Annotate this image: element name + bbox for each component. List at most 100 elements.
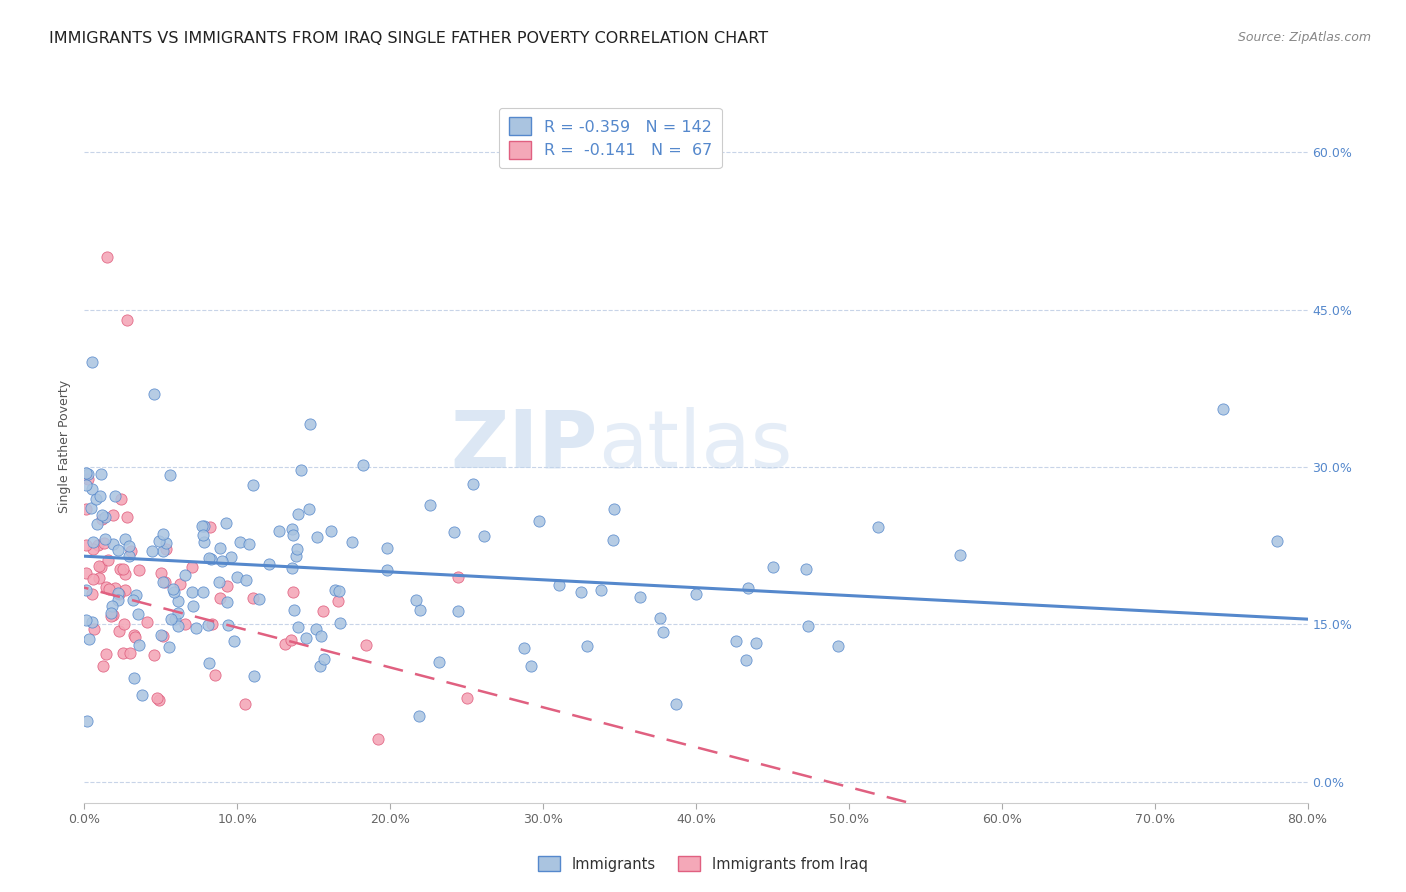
Point	[180, 585, 202, 599]
Point	[110, 562, 132, 576]
Point	[274, 637, 297, 651]
Point	[247, 592, 270, 607]
Point	[648, 611, 671, 625]
Point	[114, 583, 136, 598]
Point	[352, 458, 374, 472]
Point	[794, 562, 817, 576]
Point	[152, 629, 174, 643]
Point	[131, 688, 153, 702]
Point	[117, 510, 139, 524]
Point	[107, 542, 129, 557]
Point	[93, 532, 115, 546]
Point	[340, 535, 363, 549]
Point	[114, 532, 136, 546]
Point	[159, 640, 181, 655]
Point	[94, 647, 117, 661]
Point	[82, 572, 104, 586]
Point	[82, 534, 104, 549]
Point	[305, 530, 328, 544]
Point	[114, 566, 136, 581]
Legend: R = -0.359   N = 142, R =  -0.141   N =  67: R = -0.359 N = 142, R = -0.141 N = 67	[499, 108, 721, 169]
Point	[215, 595, 238, 609]
Point	[118, 646, 141, 660]
Point	[90, 508, 112, 523]
Point	[405, 592, 427, 607]
Point	[219, 549, 242, 564]
Point	[76, 714, 98, 728]
Point	[257, 557, 280, 571]
Point	[80, 501, 103, 516]
Point	[86, 517, 108, 532]
Point	[529, 514, 551, 528]
Point	[308, 659, 330, 673]
Point	[285, 549, 308, 563]
Point	[75, 538, 97, 552]
Point	[125, 588, 148, 602]
Point	[127, 607, 149, 621]
Point	[97, 553, 120, 567]
Point	[150, 566, 173, 581]
Point	[281, 522, 304, 536]
Point	[208, 575, 231, 590]
Point	[1265, 533, 1288, 548]
Point	[77, 632, 100, 646]
Point	[89, 558, 111, 573]
Point	[201, 616, 224, 631]
Point	[128, 638, 150, 652]
Point	[149, 628, 172, 642]
Point	[174, 568, 197, 582]
Point	[235, 697, 257, 711]
Point	[107, 586, 129, 600]
Point	[243, 669, 266, 683]
Point	[166, 594, 188, 608]
Point	[169, 577, 191, 591]
Point	[75, 466, 97, 480]
Point	[685, 587, 707, 601]
Point	[312, 652, 335, 666]
Point	[107, 624, 129, 638]
Point	[547, 578, 569, 592]
Point	[519, 659, 541, 673]
Point	[745, 636, 768, 650]
Point	[152, 543, 174, 558]
Point	[224, 634, 246, 648]
Text: IMMIGRANTS VS IMMIGRANTS FROM IRAQ SINGLE FATHER POVERTY CORRELATION CHART: IMMIGRANTS VS IMMIGRANTS FROM IRAQ SINGL…	[49, 31, 768, 46]
Point	[375, 541, 398, 555]
Point	[446, 603, 468, 617]
Point	[375, 563, 398, 577]
Point	[242, 591, 264, 606]
Point	[155, 536, 177, 550]
Point	[107, 592, 129, 607]
Point	[569, 585, 592, 599]
Point	[305, 622, 328, 636]
Text: atlas: atlas	[598, 407, 793, 485]
Point	[146, 691, 169, 706]
Point	[211, 554, 233, 568]
Point	[89, 489, 111, 503]
Point	[100, 608, 122, 623]
Point	[84, 491, 107, 506]
Point	[321, 524, 343, 539]
Point	[408, 603, 430, 617]
Point	[94, 580, 117, 594]
Point	[76, 467, 98, 482]
Point	[229, 534, 252, 549]
Point	[217, 579, 239, 593]
Point	[280, 632, 302, 647]
Point	[87, 538, 110, 552]
Point	[153, 575, 176, 590]
Point	[724, 634, 747, 648]
Point	[204, 668, 226, 682]
Point	[174, 616, 197, 631]
Point	[100, 606, 122, 620]
Point	[152, 574, 174, 589]
Point	[737, 581, 759, 595]
Point	[443, 525, 465, 540]
Point	[665, 697, 688, 711]
Point	[101, 537, 124, 551]
Point	[82, 541, 104, 556]
Point	[75, 502, 97, 516]
Point	[122, 671, 145, 685]
Point	[312, 604, 335, 618]
Point	[287, 541, 309, 556]
